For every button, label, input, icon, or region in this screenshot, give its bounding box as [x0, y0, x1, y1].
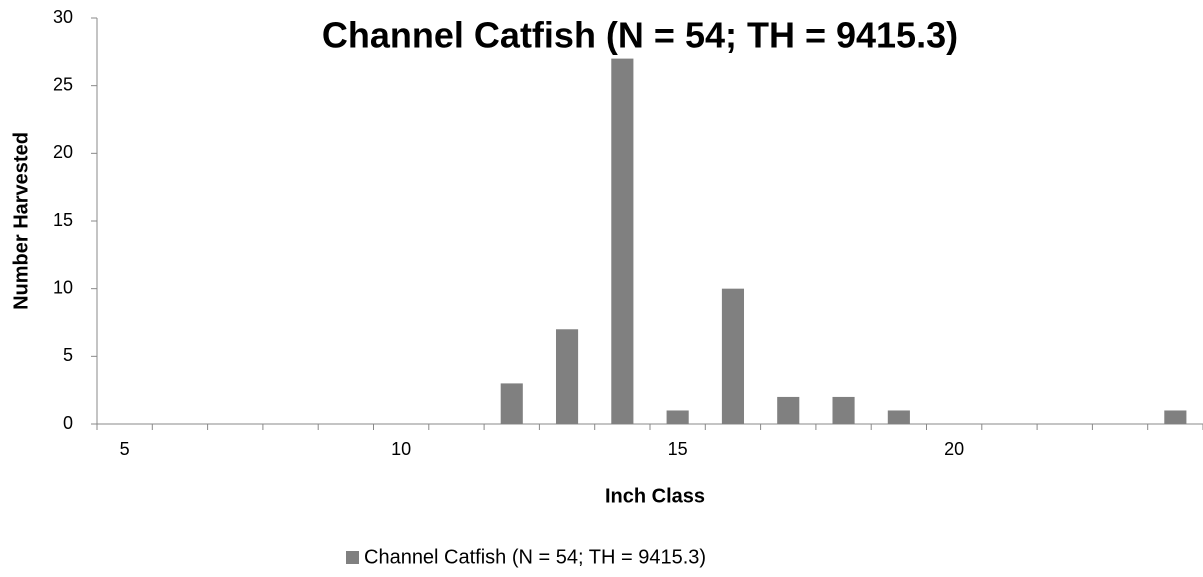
y-tick-label: 15 [53, 210, 73, 230]
y-tick-label: 25 [53, 74, 73, 94]
y-tick-label: 5 [63, 345, 73, 365]
x-tick-label: 15 [668, 439, 688, 459]
bar [777, 396, 800, 424]
x-tick-label: 20 [944, 439, 964, 459]
bar [555, 329, 579, 424]
y-tick-label: 10 [53, 277, 73, 297]
bar [887, 410, 910, 424]
bar [1164, 410, 1187, 424]
legend-label: Channel Catfish (N = 54; TH = 9415.3) [364, 546, 706, 568]
y-tick-label: 30 [53, 7, 73, 27]
y-axis-label: Number Harvested [10, 132, 32, 310]
bar [832, 396, 855, 424]
x-axis-label: Inch Class [605, 485, 705, 507]
y-tick-label: 20 [53, 142, 73, 162]
x-tick-label: 10 [391, 439, 411, 459]
x-tick-label: 5 [120, 439, 130, 459]
bar [666, 410, 689, 424]
bar [611, 58, 634, 424]
y-tick-label: 0 [63, 413, 73, 433]
chart-title: Channel Catfish (N = 54; TH = 9415.3) [322, 15, 958, 56]
legend-swatch [346, 551, 359, 564]
bar [721, 288, 745, 424]
bar [500, 383, 523, 424]
